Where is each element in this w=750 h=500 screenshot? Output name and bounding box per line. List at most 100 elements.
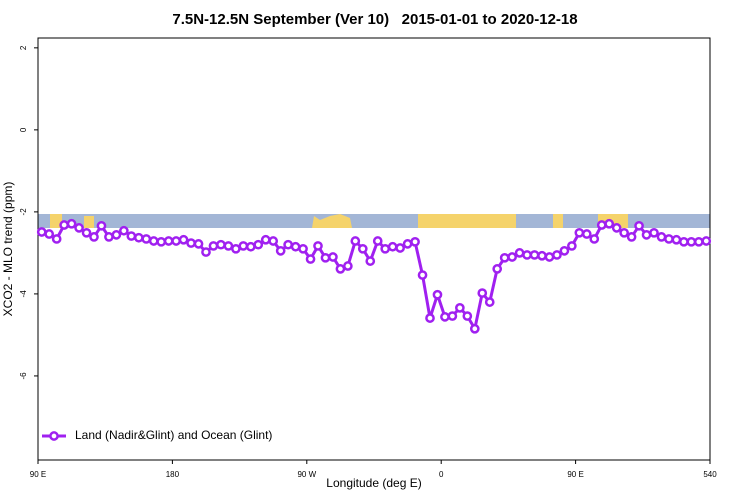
land-band (84, 216, 94, 228)
x-axis-label: Longitude (deg E) (326, 476, 421, 490)
data-point (156, 236, 167, 247)
data-point (66, 218, 77, 229)
data-point (186, 238, 196, 248)
data-point (693, 236, 704, 247)
data-point (231, 243, 241, 254)
x-tick-label: 90 W (297, 470, 316, 479)
data-point (552, 250, 562, 260)
land-band (418, 214, 516, 228)
land-band (50, 214, 62, 228)
land-band (553, 214, 563, 228)
y-tick-label: -4 (19, 290, 28, 298)
data-point (119, 225, 129, 236)
data-point (335, 264, 346, 274)
data-point (447, 311, 458, 321)
x-tick-label: 0 (439, 470, 444, 479)
data-point (111, 230, 122, 240)
data-point (574, 227, 585, 238)
data-point (320, 252, 331, 263)
land-band (312, 214, 352, 228)
data-point (163, 236, 174, 246)
data-point (126, 231, 137, 241)
plot-frame (37, 37, 711, 461)
data-point (671, 234, 682, 245)
legend-marker (49, 431, 59, 441)
data-point (290, 241, 301, 252)
data-point (260, 234, 271, 245)
data-point (619, 227, 629, 238)
data-point (178, 234, 189, 245)
data-point (298, 243, 308, 254)
data-point (36, 227, 47, 237)
x-tick-label: 180 (166, 470, 180, 479)
data-point (343, 261, 353, 271)
chart-title: 7.5N-12.5N September (Ver 10) 2015-01-01… (172, 11, 577, 28)
data-point (559, 245, 570, 256)
data-point (51, 234, 62, 244)
data-point (477, 288, 488, 298)
data-point (522, 250, 532, 260)
data-point (656, 232, 667, 242)
data-point (59, 220, 69, 230)
data-point (148, 236, 159, 246)
data-point (357, 243, 368, 254)
data-point (484, 297, 495, 307)
data-point (104, 232, 114, 242)
data-point (253, 239, 264, 250)
data-point (611, 223, 622, 233)
data-point (440, 312, 450, 322)
data-point (372, 236, 383, 246)
data-point (634, 220, 644, 231)
data-point (216, 239, 226, 250)
data-point (133, 232, 144, 243)
data-point (89, 232, 99, 242)
data-point (305, 254, 316, 264)
y-tick-label: 2 (19, 45, 28, 50)
data-point (328, 252, 338, 262)
data-point (268, 236, 279, 246)
data-point (201, 247, 211, 257)
data-point (679, 236, 689, 247)
y-tick-label: -6 (19, 372, 28, 380)
data-point (380, 243, 391, 254)
data-point (171, 236, 181, 246)
data-point (596, 220, 607, 230)
data-point (208, 241, 219, 251)
data-point (350, 236, 361, 246)
data-point (686, 236, 697, 247)
data-point (96, 220, 107, 231)
data-point (544, 252, 555, 262)
data-point (529, 250, 540, 260)
data-point (589, 234, 600, 244)
data-point (581, 229, 592, 239)
data-point (365, 256, 376, 266)
data-point (567, 241, 577, 251)
data-point (44, 229, 55, 239)
data-point (238, 241, 249, 251)
data-point (664, 234, 674, 244)
data-point (469, 323, 480, 334)
data-point (245, 241, 256, 252)
data-point (455, 303, 465, 313)
data-point (417, 270, 428, 280)
y-axis-label: XCO2 - MLO trend (ppm) (1, 182, 15, 317)
data-point (462, 311, 473, 321)
data-point (604, 218, 615, 229)
data-point (387, 241, 398, 252)
x-tick-label: 90 E (567, 470, 583, 479)
data-point (395, 243, 405, 253)
data-point (402, 239, 413, 249)
data-point (492, 264, 503, 274)
data-point (410, 236, 420, 247)
data-point (283, 239, 293, 250)
x-tick-label: 90 E (30, 470, 46, 479)
data-point (499, 252, 510, 263)
data-point (425, 313, 435, 323)
data-point (193, 239, 204, 249)
data-point (432, 289, 443, 300)
x-tick-label: 540 (703, 470, 717, 479)
y-tick-label: -2 (19, 208, 28, 216)
ocean-band (38, 214, 710, 228)
data-point (313, 241, 323, 251)
